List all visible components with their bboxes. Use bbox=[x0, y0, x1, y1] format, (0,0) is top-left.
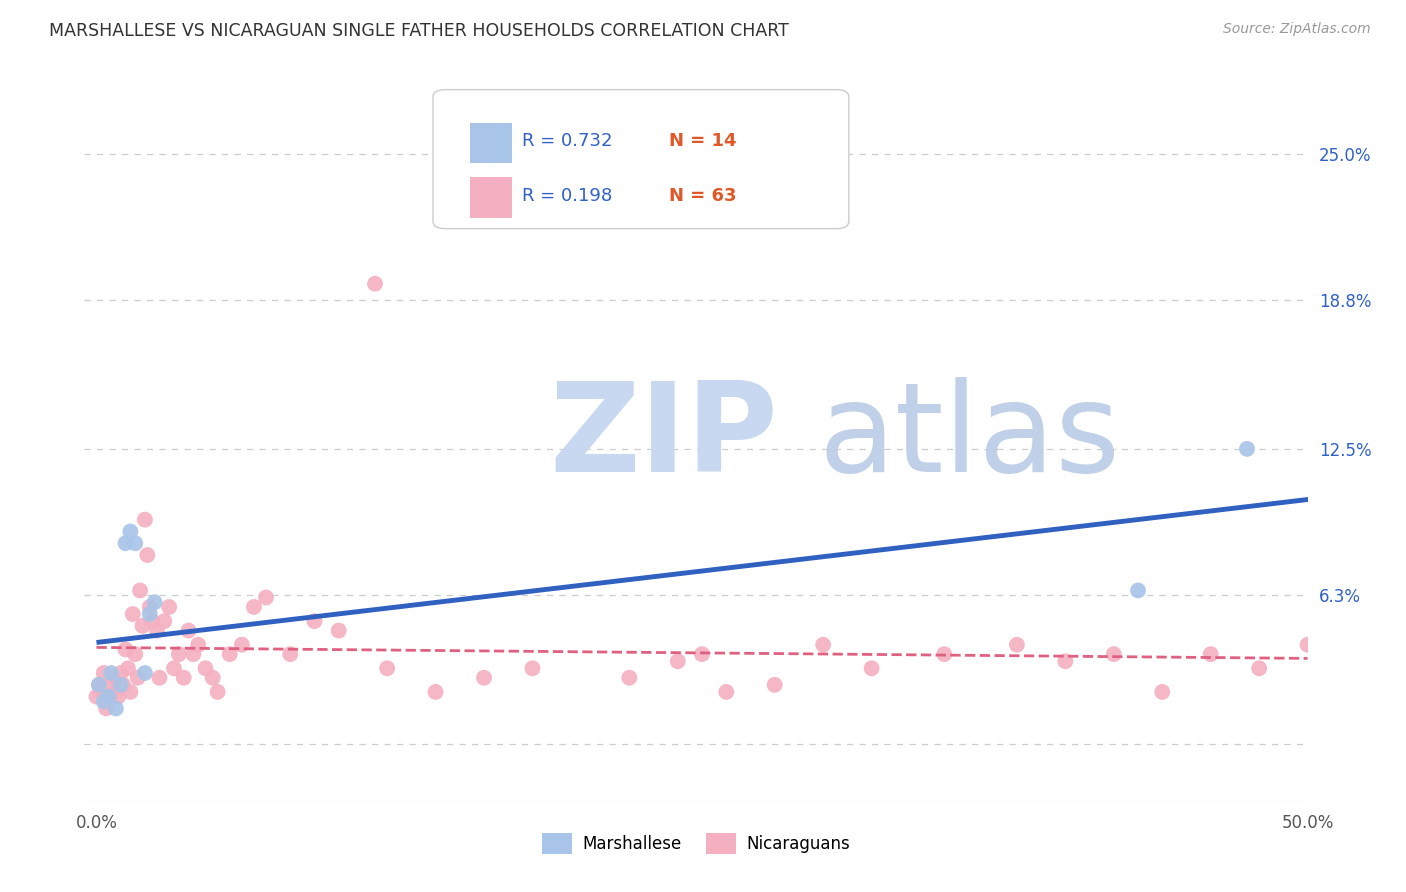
Point bbox=[112, 678, 135, 692]
Point bbox=[139, 599, 162, 614]
Point bbox=[163, 661, 186, 675]
Point bbox=[148, 671, 170, 685]
Text: R = 0.198: R = 0.198 bbox=[522, 186, 613, 204]
Point bbox=[207, 685, 229, 699]
Point bbox=[187, 638, 209, 652]
Point bbox=[1296, 638, 1319, 652]
Point bbox=[243, 599, 266, 614]
Point bbox=[1199, 647, 1222, 661]
Text: Source: ZipAtlas.com: Source: ZipAtlas.com bbox=[1223, 22, 1371, 37]
Point bbox=[114, 642, 136, 657]
Point bbox=[173, 671, 195, 685]
FancyBboxPatch shape bbox=[433, 90, 849, 228]
Point bbox=[120, 685, 142, 699]
Point bbox=[278, 647, 301, 661]
Point bbox=[103, 671, 125, 685]
Point bbox=[136, 548, 159, 562]
Point bbox=[1102, 647, 1125, 661]
Point bbox=[134, 666, 156, 681]
Point bbox=[716, 685, 738, 699]
Point bbox=[364, 277, 387, 291]
Point bbox=[1152, 685, 1174, 699]
Point bbox=[143, 595, 166, 609]
Point bbox=[120, 524, 142, 539]
Point bbox=[86, 690, 108, 704]
Point bbox=[110, 666, 132, 681]
Point bbox=[141, 614, 163, 628]
Point bbox=[124, 647, 146, 661]
Text: atlas: atlas bbox=[818, 376, 1121, 498]
Point bbox=[763, 678, 786, 692]
Point bbox=[107, 690, 129, 704]
Point bbox=[90, 685, 112, 699]
Text: MARSHALLESE VS NICARAGUAN SINGLE FATHER HOUSEHOLDS CORRELATION CHART: MARSHALLESE VS NICARAGUAN SINGLE FATHER … bbox=[49, 22, 789, 40]
Point bbox=[860, 661, 883, 675]
Point bbox=[425, 685, 447, 699]
Bar bbox=[470, 178, 513, 218]
Point bbox=[93, 694, 115, 708]
Point bbox=[87, 678, 110, 692]
Point bbox=[153, 614, 176, 628]
Point bbox=[121, 607, 143, 621]
Point bbox=[472, 671, 495, 685]
Point bbox=[96, 701, 118, 715]
Point bbox=[304, 614, 326, 628]
Point bbox=[1249, 661, 1271, 675]
Point bbox=[934, 647, 956, 661]
Text: N = 14: N = 14 bbox=[669, 132, 737, 150]
Point bbox=[1005, 638, 1028, 652]
Point bbox=[139, 607, 162, 621]
Point bbox=[328, 624, 350, 638]
Point bbox=[254, 591, 277, 605]
Point bbox=[167, 647, 190, 661]
Point bbox=[127, 671, 149, 685]
Bar bbox=[470, 122, 513, 163]
Point bbox=[218, 647, 240, 661]
Point bbox=[93, 666, 115, 681]
Point bbox=[104, 685, 127, 699]
Legend: Marshallese, Nicaraguans: Marshallese, Nicaraguans bbox=[536, 827, 856, 860]
Point bbox=[666, 654, 689, 668]
Point bbox=[1236, 442, 1258, 456]
Point bbox=[811, 638, 834, 652]
Point bbox=[117, 661, 139, 675]
Point bbox=[100, 678, 122, 692]
Point bbox=[201, 671, 224, 685]
Point bbox=[177, 624, 200, 638]
Point bbox=[114, 536, 136, 550]
Point bbox=[131, 619, 153, 633]
Point bbox=[231, 638, 253, 652]
Point bbox=[97, 690, 120, 704]
Point bbox=[97, 690, 120, 704]
Point bbox=[100, 666, 122, 681]
Text: R = 0.732: R = 0.732 bbox=[522, 132, 613, 150]
Point bbox=[104, 701, 127, 715]
Point bbox=[194, 661, 217, 675]
Point bbox=[146, 624, 169, 638]
Point bbox=[619, 671, 641, 685]
Point bbox=[110, 678, 132, 692]
Point bbox=[522, 661, 544, 675]
Point bbox=[183, 647, 205, 661]
Text: N = 63: N = 63 bbox=[669, 186, 737, 204]
Point bbox=[1126, 583, 1149, 598]
Point bbox=[157, 599, 180, 614]
Point bbox=[134, 513, 156, 527]
Point bbox=[87, 678, 110, 692]
Point bbox=[129, 583, 152, 598]
Point bbox=[1054, 654, 1077, 668]
Text: ZIP: ZIP bbox=[550, 376, 778, 498]
Point bbox=[690, 647, 713, 661]
Point bbox=[375, 661, 398, 675]
Point bbox=[124, 536, 146, 550]
